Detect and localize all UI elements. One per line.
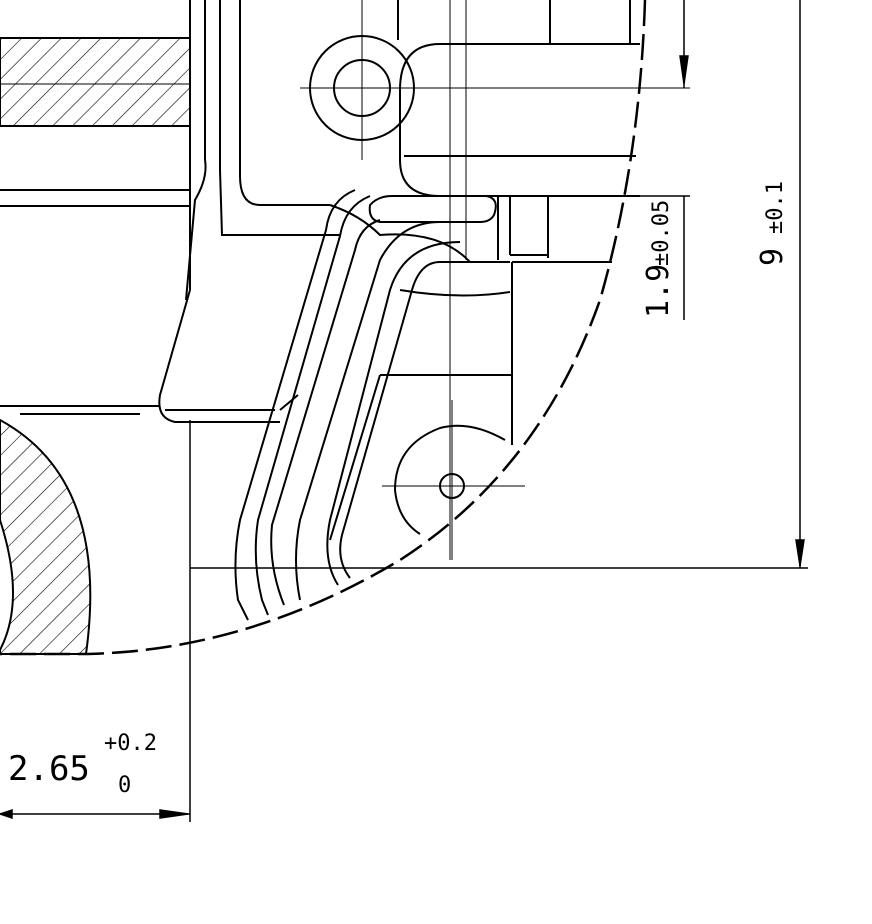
- bent-profile: [234, 189, 612, 621]
- lower-bore: [382, 400, 525, 560]
- dim-9-tolerance: ±0.1: [763, 181, 788, 234]
- dimension-lines: [0, 0, 808, 822]
- dim-2-65-upper-tolerance: +0.2: [104, 731, 157, 756]
- dim-9: 9 ±0.1: [755, 181, 790, 266]
- dim-1-9: 1.9 ±0.05: [641, 200, 676, 318]
- dim-2-65-lower-tolerance: 0: [118, 773, 131, 798]
- dim-1-9-tolerance: ±0.05: [649, 200, 674, 266]
- slot-feature: [368, 195, 549, 260]
- top-components: [300, 0, 690, 560]
- hatched-section-upper: [0, 37, 191, 127]
- detail-boundary-circle: [0, 0, 647, 656]
- left-housing-lines: [0, 0, 340, 423]
- dim-2-65: 2.65 +0.2 0: [8, 731, 157, 798]
- dim-9-value: 9: [755, 248, 790, 266]
- hatched-section-lower: [0, 418, 92, 655]
- dim-2-65-value: 2.65: [8, 749, 90, 789]
- dim-1-9-value: 1.9: [641, 264, 676, 318]
